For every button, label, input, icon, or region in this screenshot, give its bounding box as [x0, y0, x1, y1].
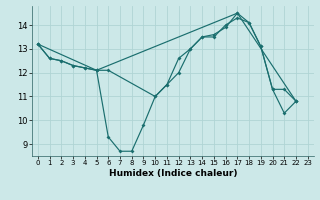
X-axis label: Humidex (Indice chaleur): Humidex (Indice chaleur) — [108, 169, 237, 178]
